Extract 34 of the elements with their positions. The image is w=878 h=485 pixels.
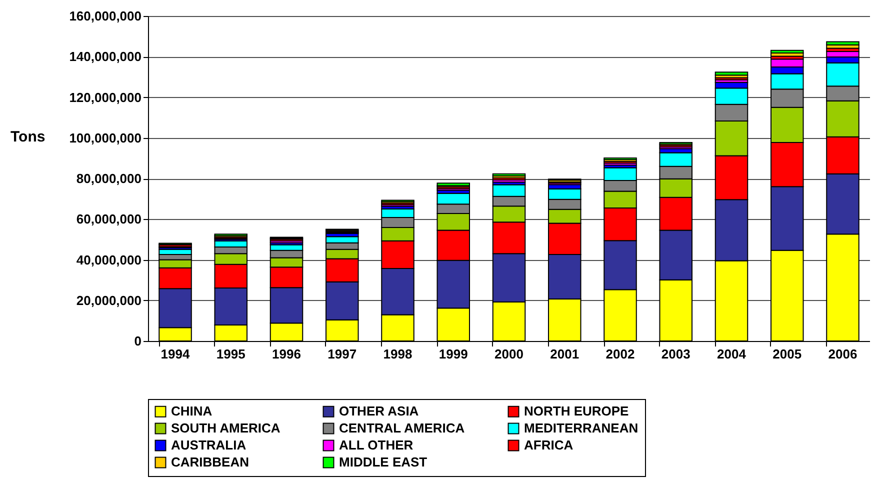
- y-tick-label: 140,000,000: [69, 49, 142, 64]
- legend-label: CHINA: [171, 404, 213, 419]
- x-tick-label: 2003: [661, 346, 690, 362]
- x-tick-label: 1999: [438, 346, 468, 362]
- y-tick-label: 0: [134, 334, 142, 348]
- legend-label: ALL OTHER: [339, 438, 414, 452]
- x-tick-label: 2002: [606, 346, 635, 362]
- x-tick-label: 2005: [772, 346, 802, 362]
- y-tick-label: 80,000,000: [76, 171, 142, 186]
- legend-label: MEDITERRANEAN: [524, 420, 638, 436]
- legend-label: CARIBBEAN: [171, 454, 249, 470]
- legend-label: AFRICA: [524, 438, 574, 452]
- y-tick-label: 160,000,000: [69, 8, 142, 24]
- y-tick-label: 20,000,000: [76, 292, 142, 308]
- x-tick-label: 2004: [717, 346, 747, 362]
- legend-label: MIDDLE EAST: [339, 454, 428, 470]
- x-tick-label: 1994: [160, 346, 190, 362]
- y-tick-label: 100,000,000: [69, 130, 142, 146]
- x-tick-label: 2000: [494, 346, 524, 362]
- y-tick-label: 40,000,000: [76, 252, 142, 268]
- legend-label: NORTH EUROPE: [524, 404, 630, 419]
- x-tick-label: 1996: [272, 346, 301, 362]
- y-tick-label: 120,000,000: [69, 90, 142, 105]
- x-tick-label: 2006: [828, 346, 858, 362]
- y-axis-title: Tons: [10, 128, 46, 146]
- legend-label: AUSTRALIA: [171, 438, 247, 452]
- legend-label: CENTRAL AMERICA: [339, 420, 466, 436]
- x-tick-label: 1995: [216, 346, 246, 362]
- legend-label: OTHER ASIA: [339, 404, 420, 419]
- x-tick-label: 2001: [550, 346, 580, 362]
- y-tick-label: 60,000,000: [76, 212, 142, 227]
- x-tick-label: 1998: [383, 346, 412, 362]
- x-tick-label: 1997: [328, 346, 357, 362]
- legend-label: SOUTH AMERICA: [171, 420, 281, 436]
